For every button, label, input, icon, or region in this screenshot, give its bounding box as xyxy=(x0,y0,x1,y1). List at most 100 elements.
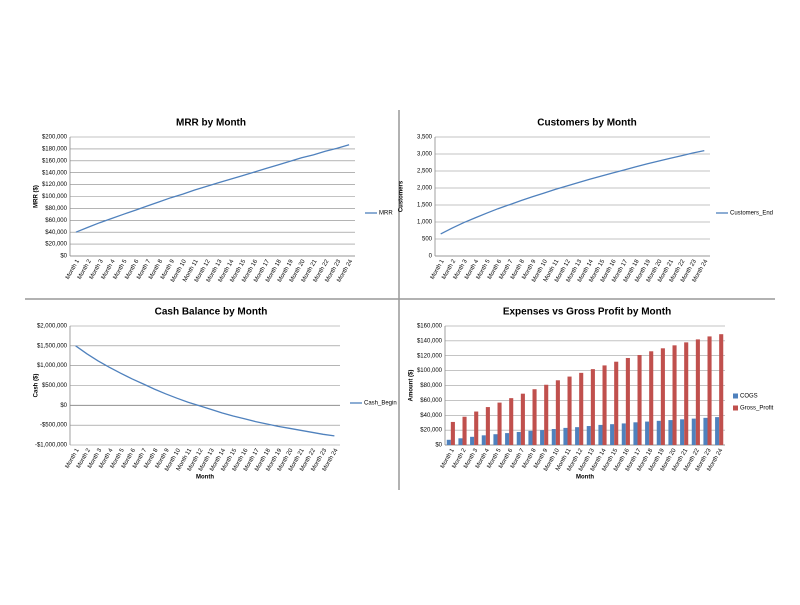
bar xyxy=(446,439,451,445)
y-tick-label: $180,000 xyxy=(42,146,68,152)
bar xyxy=(532,389,537,445)
y-tick-label: 2,000 xyxy=(417,186,433,192)
bar xyxy=(703,417,708,445)
y-tick-label: $1,500,000 xyxy=(37,343,68,349)
y-tick-label: $1,000,000 xyxy=(37,363,68,369)
bar xyxy=(497,402,502,445)
bar xyxy=(715,417,720,445)
bar xyxy=(540,430,545,445)
bar xyxy=(551,429,556,445)
y-tick-label: $20,000 xyxy=(420,428,442,434)
y-tick-label: 0 xyxy=(429,254,433,260)
y-tick-label: $120,000 xyxy=(417,353,443,359)
legend-swatch xyxy=(733,405,738,411)
y-tick-label: 3,000 xyxy=(417,152,433,158)
chart-title: Cash Balance by Month xyxy=(155,307,268,318)
bar xyxy=(509,398,514,445)
bar xyxy=(586,426,591,445)
y-tick-label: $100,000 xyxy=(417,368,443,374)
legend-label: Customers_End xyxy=(730,211,773,217)
y-tick-label: $20,000 xyxy=(45,242,67,248)
bar xyxy=(450,421,455,445)
line xyxy=(440,149,705,235)
bar xyxy=(668,420,673,445)
y-tick-label: $60,000 xyxy=(45,218,67,224)
y-tick-label: -$500,000 xyxy=(40,423,68,429)
x-axis-title: Month xyxy=(196,475,214,481)
bar xyxy=(505,433,510,445)
y-tick-label: $80,000 xyxy=(420,383,442,389)
chart-title: Expenses vs Gross Profit by Month xyxy=(503,307,671,318)
legend-label: Cash_Begin xyxy=(364,401,397,407)
y-tick-label: $0 xyxy=(60,254,67,260)
legend-label: COGS xyxy=(740,394,758,400)
y-tick-label: $120,000 xyxy=(42,182,68,188)
bar xyxy=(516,431,521,445)
y-tick-label: $160,000 xyxy=(417,324,443,330)
bar xyxy=(579,372,584,445)
y-axis-title: MRR ($) xyxy=(34,185,40,208)
bar xyxy=(520,393,525,445)
y-tick-label: $200,000 xyxy=(42,135,68,141)
bar xyxy=(493,434,498,445)
y-axis-title: Cash ($) xyxy=(34,374,40,398)
y-tick-label: -$1,000,000 xyxy=(35,443,68,449)
legend-swatch xyxy=(733,393,738,399)
bar xyxy=(474,411,479,445)
y-tick-label: $500,000 xyxy=(42,383,68,389)
bar xyxy=(633,422,638,445)
y-tick-label: 1,000 xyxy=(417,220,433,226)
bar xyxy=(614,361,619,445)
bar xyxy=(637,355,642,445)
y-tick-label: $40,000 xyxy=(420,413,442,419)
chart-title: Customers by Month xyxy=(537,118,636,129)
chart-title: MRR by Month xyxy=(176,118,246,129)
bar xyxy=(684,342,689,445)
bar xyxy=(481,435,486,445)
bar xyxy=(470,436,475,445)
bar xyxy=(645,421,650,445)
bar xyxy=(610,424,615,445)
y-tick-label: $0 xyxy=(60,403,67,409)
bar xyxy=(695,339,700,445)
line xyxy=(75,345,335,437)
bar xyxy=(458,438,463,445)
y-tick-label: $40,000 xyxy=(45,230,67,236)
y-tick-label: $140,000 xyxy=(42,170,68,176)
bar xyxy=(598,424,603,445)
y-tick-label: $0 xyxy=(435,443,442,449)
bar xyxy=(691,418,696,445)
bar xyxy=(680,419,685,445)
bar xyxy=(485,407,490,445)
bar xyxy=(625,357,630,445)
y-tick-label: $140,000 xyxy=(417,338,443,344)
bar xyxy=(656,420,661,445)
line xyxy=(75,144,350,233)
y-tick-label: $160,000 xyxy=(42,158,68,164)
bar xyxy=(621,423,626,445)
bar xyxy=(660,348,665,445)
y-tick-label: 3,500 xyxy=(417,135,433,141)
bar xyxy=(544,384,549,445)
legend-label: Gross_Profit xyxy=(740,406,774,412)
y-axis-title: Amount ($) xyxy=(409,370,415,402)
bar xyxy=(602,365,607,445)
y-tick-label: 2,500 xyxy=(417,169,433,175)
x-axis-title: Month xyxy=(576,475,594,481)
y-tick-label: $60,000 xyxy=(420,398,442,404)
bar xyxy=(462,416,467,445)
y-tick-label: 500 xyxy=(422,237,433,243)
bar xyxy=(575,427,580,445)
y-tick-label: $100,000 xyxy=(42,194,68,200)
y-tick-label: $2,000,000 xyxy=(37,324,68,330)
bar xyxy=(672,345,677,445)
bar xyxy=(707,336,712,445)
bar xyxy=(563,427,568,445)
bar xyxy=(719,334,724,445)
bar xyxy=(590,369,595,445)
legend-label: MRR xyxy=(379,211,393,217)
bar xyxy=(649,351,654,445)
bar xyxy=(567,376,572,445)
